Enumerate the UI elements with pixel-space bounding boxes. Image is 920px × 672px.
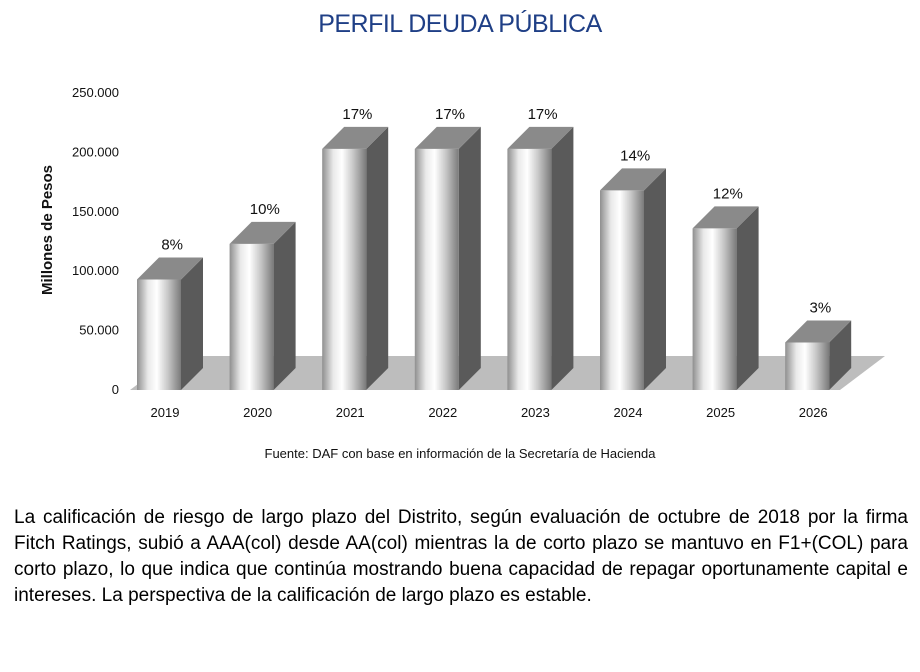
data-label: 8% xyxy=(161,237,183,254)
x-tick-label: 2020 xyxy=(243,405,272,420)
bars: 8% 10% 17% 17% 17% 14% 12% 3% xyxy=(137,106,852,390)
x-tick-label: 2025 xyxy=(706,405,735,420)
y-axis-ticks: 0 50.000 100.000 150.000 200.000 250.000 xyxy=(72,85,119,397)
bar-front xyxy=(785,342,830,390)
bar-front xyxy=(322,148,367,390)
chart-title: PERFIL DEUDA PÚBLICA xyxy=(318,10,602,38)
x-tick-label: 2024 xyxy=(614,405,643,420)
bar-side xyxy=(181,257,203,390)
bar-2022: 17% xyxy=(414,106,481,390)
bar-side xyxy=(551,126,574,390)
bar-top xyxy=(137,257,203,280)
data-label: 17% xyxy=(435,106,465,123)
bar-front xyxy=(600,190,644,390)
bar-front xyxy=(414,148,459,390)
x-tick-label: 2023 xyxy=(521,405,550,420)
x-tick-label: 2022 xyxy=(428,405,457,420)
y-tick-label: 150.000 xyxy=(72,204,119,219)
data-label: 17% xyxy=(342,106,372,123)
y-tick-label: 50.000 xyxy=(79,323,119,338)
bar-top xyxy=(692,206,759,229)
bar-side xyxy=(366,126,389,390)
bar-side xyxy=(458,126,481,390)
x-tick-label: 2021 xyxy=(336,405,365,420)
x-axis-labels: 2019 2020 2021 2022 2023 2024 2025 2026 xyxy=(151,405,828,420)
data-label: 10% xyxy=(250,201,280,218)
bar-2019: 8% xyxy=(137,237,203,390)
y-tick-label: 200.000 xyxy=(72,144,119,159)
bar-side xyxy=(644,168,666,390)
x-tick-label: 2026 xyxy=(799,405,828,420)
bar-front xyxy=(692,228,737,390)
data-label: 17% xyxy=(528,106,558,123)
bar-2020: 10% xyxy=(229,201,296,390)
data-label: 12% xyxy=(713,185,743,202)
bar-2025: 12% xyxy=(692,185,759,390)
bar-side xyxy=(273,221,296,390)
y-tick-label: 0 xyxy=(112,382,119,397)
body-paragraph: La calificación de riesgo de largo plazo… xyxy=(14,507,908,606)
bar-top xyxy=(785,320,852,343)
bar-front xyxy=(507,148,552,390)
y-tick-label: 100.000 xyxy=(72,263,119,278)
bar-2026: 3% xyxy=(785,299,852,390)
bar-2023: 17% xyxy=(507,106,574,390)
bar-side xyxy=(736,206,759,390)
y-axis-label: Millones de Pesos xyxy=(39,165,56,295)
bar-top xyxy=(229,221,296,244)
x-tick-label: 2019 xyxy=(151,405,180,420)
bar-top xyxy=(507,126,574,149)
bar-top xyxy=(414,126,481,149)
data-label: 14% xyxy=(620,147,650,164)
bar-2024: 14% xyxy=(600,147,666,390)
source-note: Fuente: DAF con base en información de l… xyxy=(264,446,656,461)
data-label: 3% xyxy=(810,299,832,316)
bar-front xyxy=(137,279,181,390)
bar-front xyxy=(229,243,274,390)
bar-top xyxy=(600,168,666,191)
y-tick-label: 250.000 xyxy=(72,85,119,100)
bar-2021: 17% xyxy=(322,106,389,390)
bar-chart: Millones de Pesos 0 50.000 100.000 150.000 2… xyxy=(39,85,885,420)
bar-side xyxy=(829,320,852,390)
bar-top xyxy=(322,126,389,149)
